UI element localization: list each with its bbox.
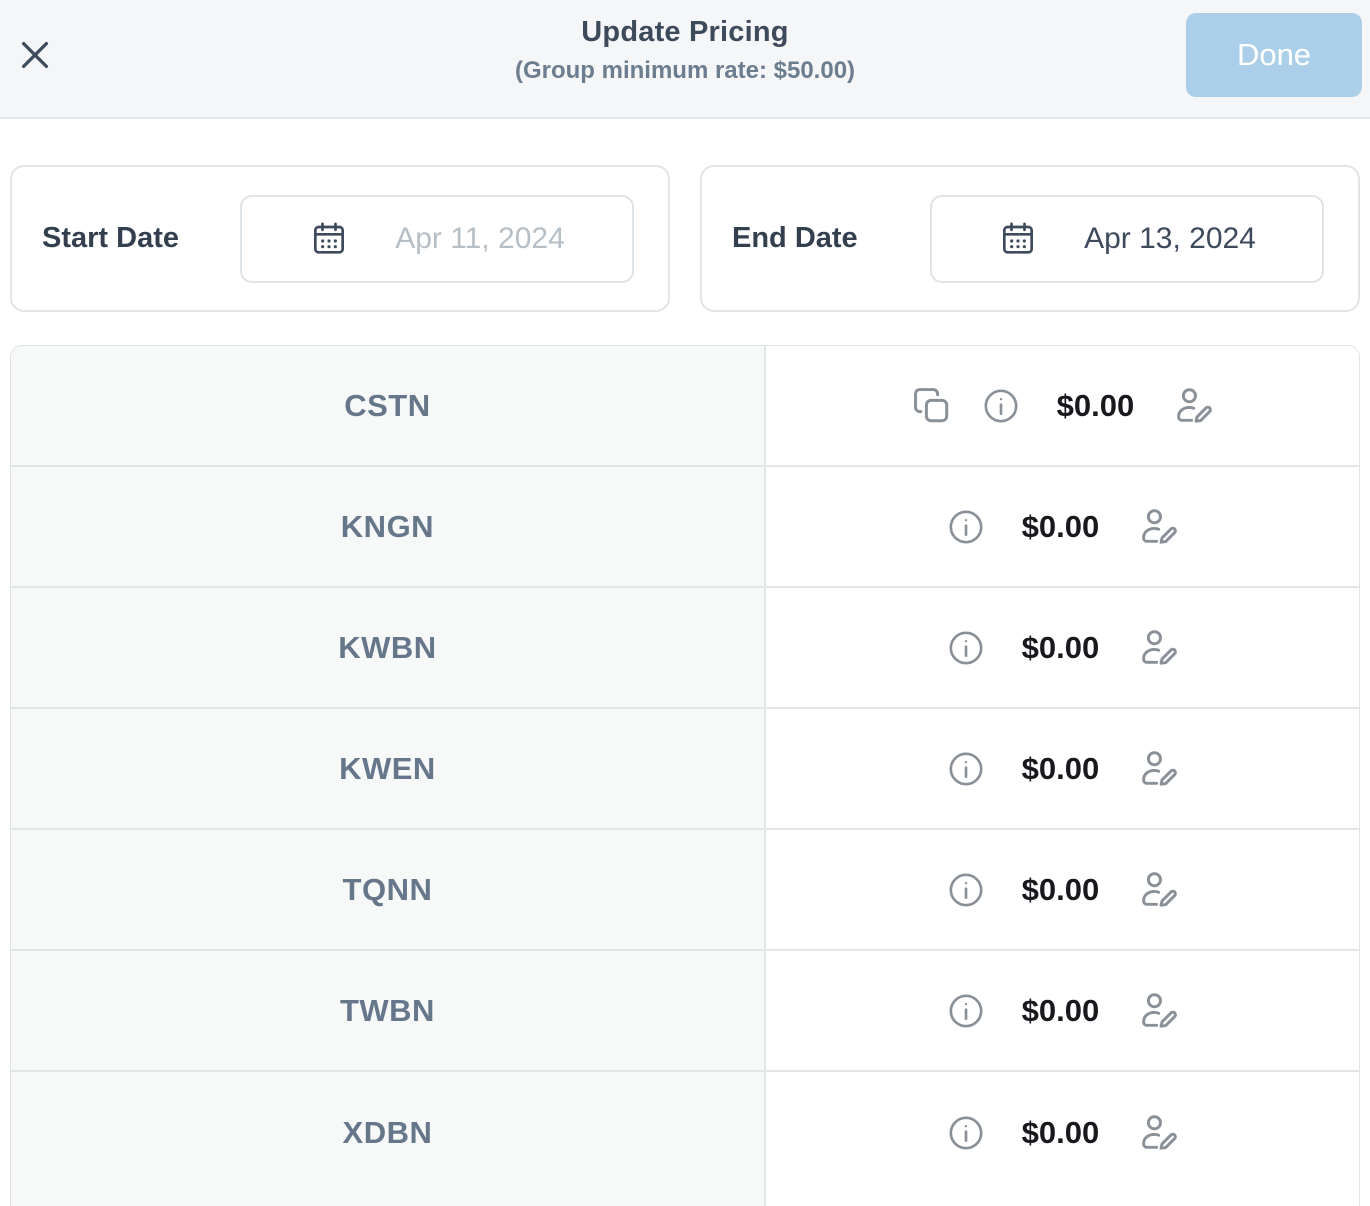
rate-price-cell: $0.00 [765,467,1359,586]
close-icon [14,34,56,76]
table-row: TQNN $0.00 [11,830,1359,951]
table-row: KWEN $0.00 [11,709,1359,830]
user-edit-icon[interactable] [1135,747,1179,791]
end-date-label: End Date [732,222,858,254]
info-icon[interactable] [946,628,986,668]
pricing-table: CSTN $0.00 [10,345,1360,1206]
table-row-partial [11,1193,1359,1206]
rate-code-cell: TQNN [11,830,766,949]
info-icon[interactable] [946,507,986,547]
calendar-icon [998,219,1038,259]
table-row: XDBN $0.00 [11,1072,1359,1193]
end-date-value: Apr 13, 2024 [1084,221,1256,255]
info-icon[interactable] [981,386,1021,426]
rate-code-label: TQNN [342,871,433,907]
rate-code-label: CSTN [344,387,431,423]
date-filters: Start Date Apr 11, 2024 End Date [0,165,1370,312]
pricing-table-body: CSTN $0.00 [11,346,1359,1193]
modal-header: Update Pricing (Group minimum rate: $50.… [0,0,1370,119]
rate-code-cell: CSTN [11,346,766,465]
rate-price-cell: $0.00 [765,1072,1359,1193]
user-edit-icon[interactable] [1135,626,1179,670]
rate-price-cell: $0.00 [765,709,1359,828]
rate-code-cell: TWBN [11,951,766,1070]
table-row: KNGN $0.00 [11,467,1359,588]
rate-code-cell: KNGN [11,467,766,586]
rate-price-value: $0.00 [1021,992,1100,1028]
rate-price-value: $0.00 [1021,629,1100,665]
info-icon[interactable] [946,870,986,910]
rate-code-cell: KWEN [11,709,766,828]
close-button[interactable] [14,34,56,76]
rate-price-cell: $0.00 [765,951,1359,1070]
rate-price-cell: $0.00 [765,830,1359,949]
rate-price-cell: $0.00 [765,346,1359,465]
end-date-card: End Date Apr 13, 2024 [700,165,1360,312]
rate-code-cell: XDBN [11,1072,766,1193]
rate-code-label: KWBN [338,629,437,665]
done-button[interactable]: Done [1186,13,1362,97]
rate-price-value: $0.00 [1021,871,1100,907]
page-title: Update Pricing [581,16,789,48]
table-row: CSTN $0.00 [11,346,1359,467]
user-edit-icon[interactable] [1135,989,1179,1033]
user-edit-icon[interactable] [1135,1111,1179,1155]
table-row: KWBN $0.00 [11,588,1359,709]
user-edit-icon[interactable] [1135,868,1179,912]
info-icon[interactable] [946,991,986,1031]
rate-price-value: $0.00 [1021,750,1100,786]
group-minimum-rate-subtitle: (Group minimum rate: $50.00) [514,57,856,84]
table-row: TWBN $0.00 [11,951,1359,1072]
start-date-card: Start Date Apr 11, 2024 [10,165,670,312]
rate-price-value: $0.00 [1021,1114,1100,1150]
start-date-value: Apr 11, 2024 [395,221,565,255]
info-icon[interactable] [946,1113,986,1153]
rate-code-label: XDBN [342,1114,433,1150]
rate-code-label: KWEN [339,750,436,786]
user-edit-icon[interactable] [1170,384,1214,428]
calendar-icon [309,219,349,259]
rate-price-cell: $0.00 [765,588,1359,707]
info-icon[interactable] [946,749,986,789]
rate-price-value: $0.00 [1021,508,1100,544]
copy-icon[interactable] [911,385,953,427]
rate-code-label: TWBN [339,992,435,1028]
rate-price-value: $0.00 [1056,387,1135,423]
start-date-input[interactable]: Apr 11, 2024 [240,194,634,283]
start-date-label: Start Date [42,222,179,254]
rate-code-cell: KWBN [11,588,766,707]
end-date-input[interactable]: Apr 13, 2024 [930,194,1324,283]
user-edit-icon[interactable] [1135,505,1179,549]
rate-code-label: KNGN [340,508,435,544]
